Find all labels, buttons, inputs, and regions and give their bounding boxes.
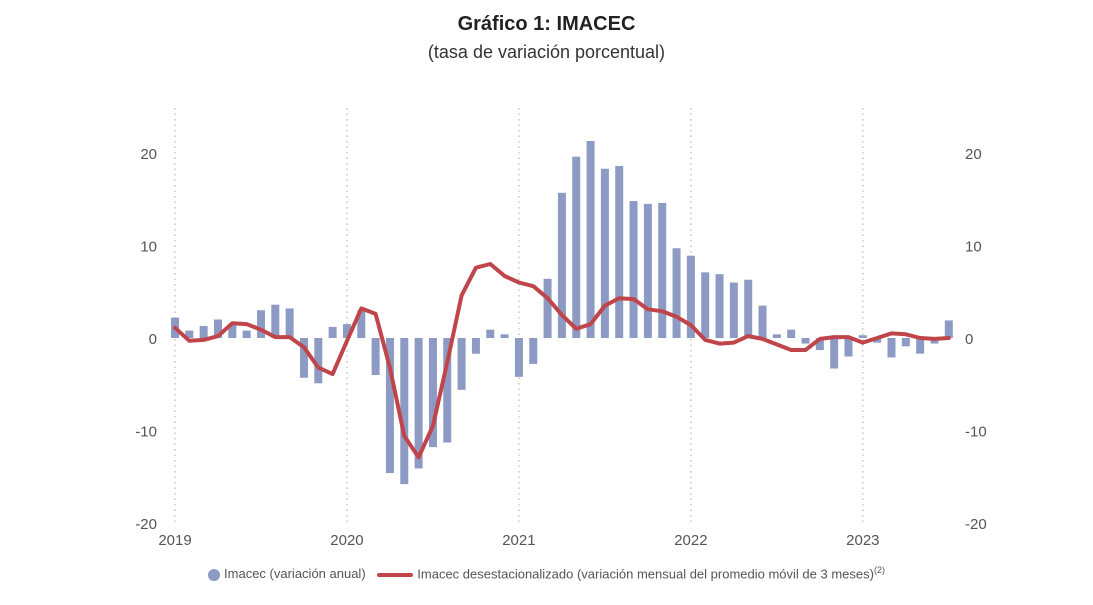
bar (772, 334, 781, 338)
bar (815, 338, 824, 351)
series-line (173, 262, 951, 460)
chart-legend: Imacec (variación anual) Imacec desestac… (0, 565, 1093, 582)
y-tick-label-left: 10 (140, 239, 157, 256)
bar (500, 334, 509, 338)
y-tick-label-right: -20 (965, 516, 987, 533)
bar (858, 335, 867, 338)
bar (672, 248, 681, 338)
x-tick-label: 2019 (158, 532, 191, 549)
bar (916, 338, 925, 354)
bar (529, 338, 538, 364)
y-tick-label-right: 20 (965, 146, 982, 163)
bar (443, 338, 452, 443)
bar (199, 325, 208, 338)
x-tick-label: 2021 (502, 532, 535, 549)
y-tick-label-left: -20 (135, 516, 157, 533)
bar (328, 326, 337, 338)
x-tick-label: 2020 (330, 532, 363, 549)
bar (873, 338, 882, 343)
bar (572, 156, 581, 338)
bar (787, 329, 796, 338)
legend-swatch-bars (208, 568, 221, 581)
bar (744, 279, 753, 338)
bar (428, 338, 437, 448)
bar (400, 338, 409, 485)
bar (600, 168, 609, 338)
bar (371, 338, 380, 375)
bar (271, 304, 280, 338)
y-tick-label-left: 0 (149, 331, 157, 348)
bar (615, 165, 624, 338)
y-tick-label-left: 20 (140, 146, 157, 163)
bar (256, 310, 265, 338)
bar (586, 140, 595, 338)
bar (686, 255, 695, 338)
bar (715, 274, 724, 338)
bar (471, 338, 480, 354)
y-tick-label-right: 0 (965, 331, 973, 348)
bar (228, 325, 237, 338)
legend-item-line: Imacec desestacionalizado (variación men… (369, 565, 885, 582)
bar (887, 338, 896, 358)
legend-label-line: Imacec desestacionalizado (variación men… (417, 566, 874, 582)
bar (342, 324, 351, 338)
y-tick-label-left: -10 (135, 424, 157, 441)
bar (185, 330, 194, 338)
bar (543, 278, 552, 338)
legend-label-bars: Imacec (variación anual) (224, 566, 366, 582)
bar (242, 330, 251, 338)
x-tick-label: 2023 (846, 532, 879, 549)
bar (357, 310, 366, 338)
chart-subtitle: (tasa de variación porcentual) (427, 42, 666, 62)
bar (658, 202, 667, 338)
bar (629, 201, 638, 338)
legend-swatch-line (377, 573, 414, 578)
bar (701, 272, 710, 338)
bar (901, 338, 910, 347)
bar (314, 338, 323, 384)
bar (944, 320, 953, 338)
bar (729, 282, 738, 338)
bar (299, 338, 308, 378)
legend-superscript: (2) (873, 565, 885, 576)
bar (514, 338, 523, 377)
bar (414, 338, 423, 469)
y-tick-label-right: 10 (965, 239, 982, 256)
y-tick-label-right: -10 (965, 424, 987, 441)
x-tick-label: 2022 (674, 532, 707, 549)
bar (486, 329, 495, 338)
bar (643, 203, 652, 338)
bar (213, 319, 222, 338)
bar (457, 338, 466, 390)
bar (285, 308, 294, 338)
chart-title: Gráfico 1: IMACEC (457, 13, 636, 35)
bar (844, 338, 853, 357)
legend-item-bars: Imacec (variación anual) (208, 566, 366, 581)
bar (385, 338, 394, 474)
bar (758, 305, 767, 338)
bar (557, 192, 566, 338)
bar (830, 338, 839, 369)
bar (801, 338, 810, 344)
